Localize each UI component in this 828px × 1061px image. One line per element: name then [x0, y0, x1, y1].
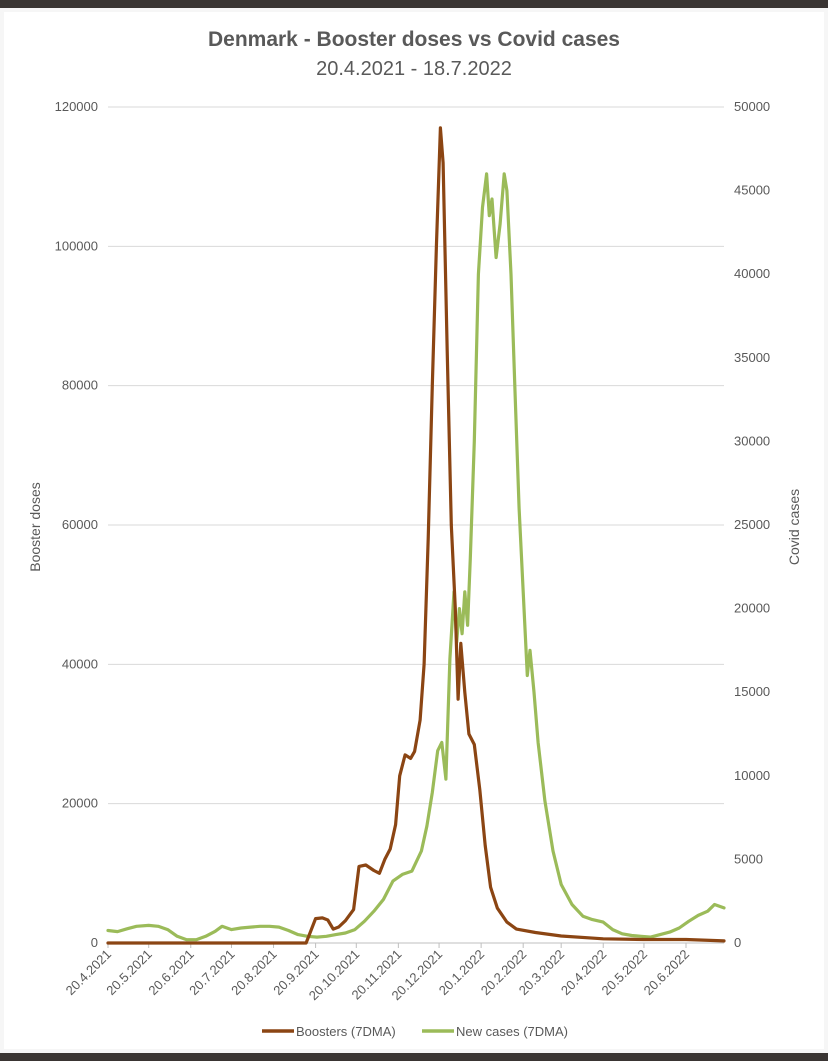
- right-tick-label: 50000: [734, 99, 770, 114]
- gridlines: [108, 106, 724, 805]
- legend-label: Boosters (7DMA): [296, 1024, 396, 1039]
- left-axis-title: Booster doses: [27, 482, 43, 572]
- series-line-boosters: [106, 126, 726, 945]
- chart-subtitle: 20.4.2021 - 18.7.2022: [316, 58, 512, 80]
- left-tick-label: 80000: [62, 378, 98, 393]
- chart-svg: Denmark - Booster doses vs Covid cases 2…: [27, 28, 802, 1039]
- right-tick-label: 45000: [734, 183, 770, 198]
- chart-title: Denmark - Booster doses vs Covid cases: [208, 28, 620, 51]
- left-tick-label: 20000: [62, 796, 98, 811]
- left-tick-label: 0: [91, 935, 98, 950]
- right-tick-label: 0: [734, 935, 741, 950]
- right-tick-label: 35000: [734, 350, 770, 365]
- legend-label: New cases (7DMA): [456, 1024, 568, 1039]
- left-tick-label: 120000: [55, 99, 98, 114]
- left-tick-label: 40000: [62, 656, 98, 671]
- right-tick-label: 20000: [734, 601, 770, 616]
- right-tick-label: 30000: [734, 433, 770, 448]
- right-tick-label: 15000: [734, 684, 770, 699]
- series-lines: [106, 126, 726, 945]
- chart-area: Denmark - Booster doses vs Covid cases 2…: [4, 12, 824, 1049]
- legend: Boosters (7DMA) New cases (7DMA): [262, 1024, 568, 1039]
- left-tick-label: 60000: [62, 517, 98, 532]
- right-axis-ticks: 0 5000 10000 15000 20000 25000 30000 35000 40000…: [734, 99, 770, 950]
- right-tick-label: 25000: [734, 517, 770, 532]
- right-axis-title: Covid cases: [786, 489, 802, 565]
- left-tick-label: 100000: [55, 238, 98, 253]
- right-tick-label: 40000: [734, 266, 770, 281]
- right-tick-label: 5000: [734, 851, 763, 866]
- right-tick-label: 10000: [734, 768, 770, 783]
- x-axis-ticks: 20.4.202120.5.202120.6.202120.7.202120.8…: [63, 943, 693, 1003]
- series-line-new-cases: [106, 172, 726, 942]
- left-axis-ticks: 0 20000 40000 60000 80000 100000 120000: [55, 99, 98, 950]
- x-tick-label: 20.6.2022: [641, 947, 693, 999]
- chart-frame: Denmark - Booster doses vs Covid cases 2…: [0, 8, 828, 1053]
